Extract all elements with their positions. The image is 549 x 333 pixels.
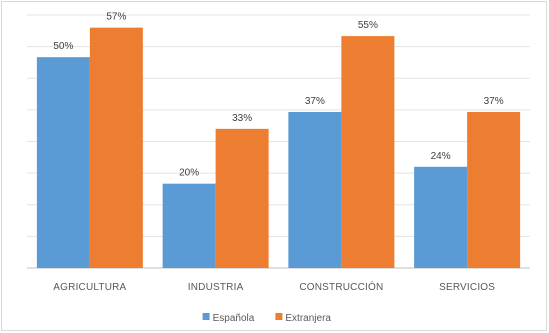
data-label: 50% — [53, 41, 73, 52]
bar-extranjera-3 — [467, 111, 521, 268]
x-tick-label: INDUSTRIA — [188, 282, 244, 293]
legend-label: Española — [213, 313, 255, 324]
data-label: 37% — [305, 96, 325, 107]
bar-espaola-2 — [288, 111, 342, 268]
bar-espaola-0 — [36, 57, 90, 268]
data-label: 20% — [179, 168, 199, 179]
x-tick-label: CONSTRUCCIÓN — [299, 280, 383, 293]
x-tick-label: AGRICULTURA — [53, 282, 126, 293]
x-tick-label: SERVICIOS — [439, 282, 495, 293]
data-label: 57% — [106, 12, 126, 23]
bar-extranjera-0 — [89, 27, 143, 269]
legend-label: Extranjera — [285, 313, 331, 324]
bar-espaola-1 — [162, 183, 216, 268]
bar-extranjera-2 — [341, 36, 395, 269]
data-label: 37% — [484, 96, 504, 107]
legend-swatch — [275, 313, 283, 320]
data-label: 55% — [358, 20, 378, 31]
data-label: 33% — [232, 113, 252, 124]
bar-espaola-3 — [414, 166, 468, 268]
data-label: 24% — [431, 151, 451, 162]
legend-swatch — [202, 313, 210, 320]
bar-extranjera-1 — [215, 128, 269, 268]
